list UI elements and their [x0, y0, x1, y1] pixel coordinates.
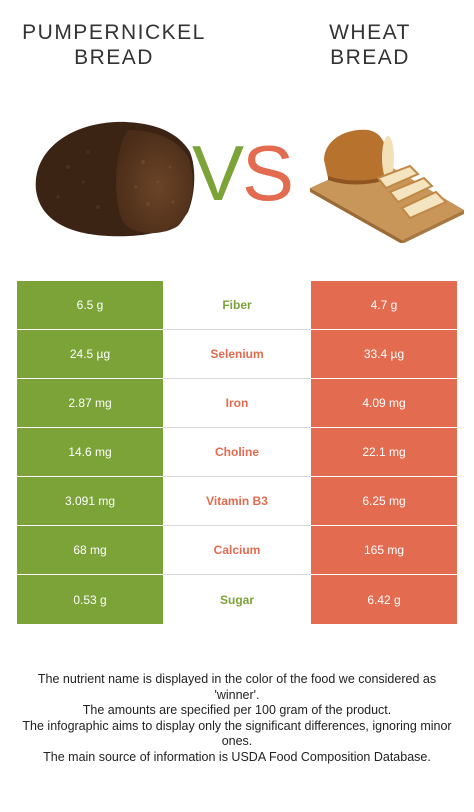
footnote-line: The amounts are specified per 100 gram o…: [82, 703, 392, 717]
table-row: 2.87 mg Iron 4.09 mg: [17, 379, 457, 428]
right-food-title-line2: BREAD: [330, 46, 410, 69]
right-value: 4.7 g: [311, 281, 457, 330]
left-value: 24.5 µg: [17, 330, 163, 379]
nutrient-name: Iron: [163, 379, 311, 428]
comparison-table: 6.5 g Fiber 4.7 g 24.5 µg Selenium 33.4 …: [17, 281, 457, 624]
table-row: 14.6 mg Choline 22.1 mg: [17, 428, 457, 477]
table-row: 6.5 g Fiber 4.7 g: [17, 281, 457, 330]
nutrient-name: Vitamin B3: [163, 477, 311, 526]
nutrient-name: Fiber: [163, 281, 311, 330]
nutrient-name: Selenium: [163, 330, 311, 379]
vs-v: V: [192, 129, 244, 217]
left-food-title-line2: BREAD: [74, 46, 154, 69]
footnote-line: The nutrient name is displayed in the co…: [37, 672, 437, 702]
right-value: 4.09 mg: [311, 379, 457, 428]
nutrient-name: Calcium: [163, 526, 311, 575]
wheat-bread-image: [310, 129, 464, 243]
left-food-title: PUMPERNICKEL BREAD: [14, 20, 214, 70]
vs-label: VS: [192, 128, 294, 218]
left-value: 2.87 mg: [17, 379, 163, 428]
left-food-title-line1: PUMPERNICKEL: [22, 21, 206, 44]
right-food-title-line1: WHEAT: [329, 21, 411, 44]
vs-s: S: [242, 129, 294, 217]
footnote: The nutrient name is displayed in the co…: [14, 672, 460, 765]
right-value: 33.4 µg: [311, 330, 457, 379]
right-value: 6.42 g: [311, 575, 457, 624]
table-row: 24.5 µg Selenium 33.4 µg: [17, 330, 457, 379]
right-food-title: WHEAT BREAD: [270, 20, 470, 70]
nutrient-name: Sugar: [163, 575, 311, 624]
table-row: 0.53 g Sugar 6.42 g: [17, 575, 457, 624]
nutrient-name: Choline: [163, 428, 311, 477]
left-value: 3.091 mg: [17, 477, 163, 526]
table-row: 68 mg Calcium 165 mg: [17, 526, 457, 575]
left-value: 14.6 mg: [17, 428, 163, 477]
left-value: 68 mg: [17, 526, 163, 575]
footnote-line: The main source of information is USDA F…: [43, 749, 431, 764]
table-row: 3.091 mg Vitamin B3 6.25 mg: [17, 477, 457, 526]
left-value: 6.5 g: [17, 281, 163, 330]
right-value: 6.25 mg: [311, 477, 457, 526]
right-value: 165 mg: [311, 526, 457, 575]
pumpernickel-bread-image: [35, 121, 195, 237]
right-value: 22.1 mg: [311, 428, 457, 477]
left-value: 0.53 g: [17, 575, 163, 624]
footnote-line: The infographic aims to display only the…: [22, 718, 452, 749]
